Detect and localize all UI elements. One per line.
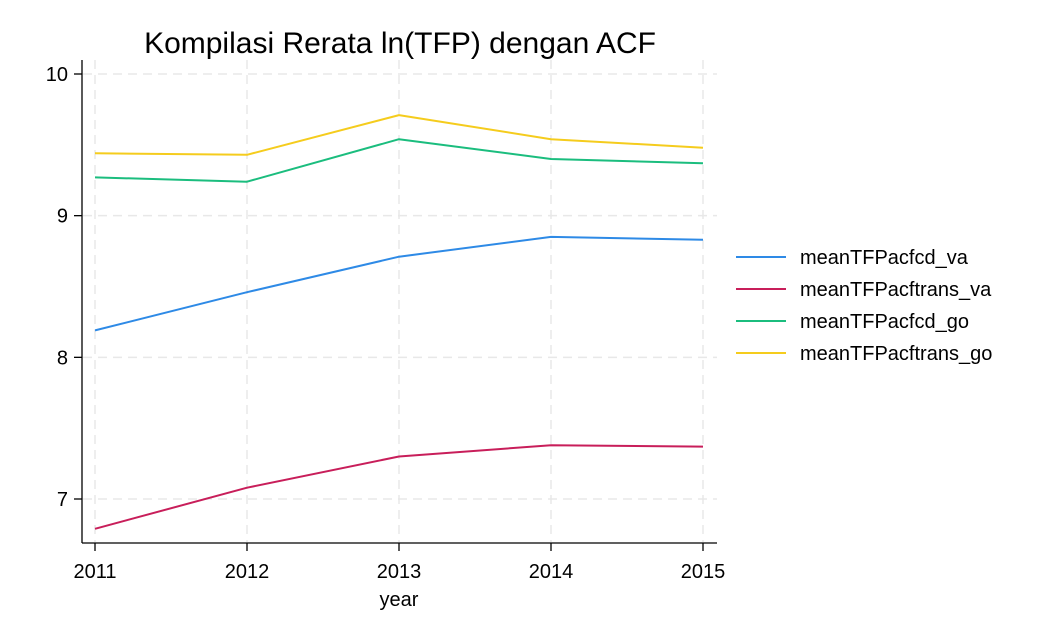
legend-label: meanTFPacfcd_va <box>800 247 969 269</box>
chart-title: Kompilasi Rerata ln(TFP) dengan ACF <box>144 27 656 60</box>
y-tick-label: 9 <box>57 206 68 228</box>
x-tick-label: 2011 <box>73 561 116 583</box>
legend-label: meanTFPacftrans_va <box>800 279 992 301</box>
x-tick-label: 2014 <box>529 561 574 583</box>
legend: meanTFPacfcd_va meanTFPacftrans_va meanTFP… <box>736 247 992 365</box>
x-tick-label: 2013 <box>377 561 422 583</box>
legend-label: meanTFPacftrans_go <box>800 343 992 365</box>
legend-item: meanTFPacftrans_va <box>736 279 992 301</box>
x-axis-title: year <box>380 589 419 611</box>
legend-label: meanTFPacfcd_go <box>800 311 969 333</box>
y-axis-ticks: 7 8 9 10 <box>46 64 82 511</box>
y-tick-label: 7 <box>57 489 68 511</box>
legend-item: meanTFPacfcd_va <box>736 247 969 269</box>
series <box>94 114 704 530</box>
series-line-meanTFPacftrans_va <box>94 444 704 530</box>
legend-item: meanTFPacfcd_go <box>736 311 969 333</box>
x-axis-ticks: 2011 2012 2013 2014 2015 <box>73 543 725 583</box>
series-line-meanTFPacftrans_go <box>94 114 704 156</box>
y-tick-label: 8 <box>57 347 68 369</box>
series-line-meanTFPacfcd_va <box>94 235 704 332</box>
series-line-meanTFPacfcd_go <box>94 138 704 183</box>
y-tick-label: 10 <box>46 64 68 86</box>
legend-item: meanTFPacftrans_go <box>736 343 992 365</box>
x-tick-label: 2015 <box>681 561 726 583</box>
grid <box>83 60 717 542</box>
x-tick-label: 2012 <box>225 561 270 583</box>
